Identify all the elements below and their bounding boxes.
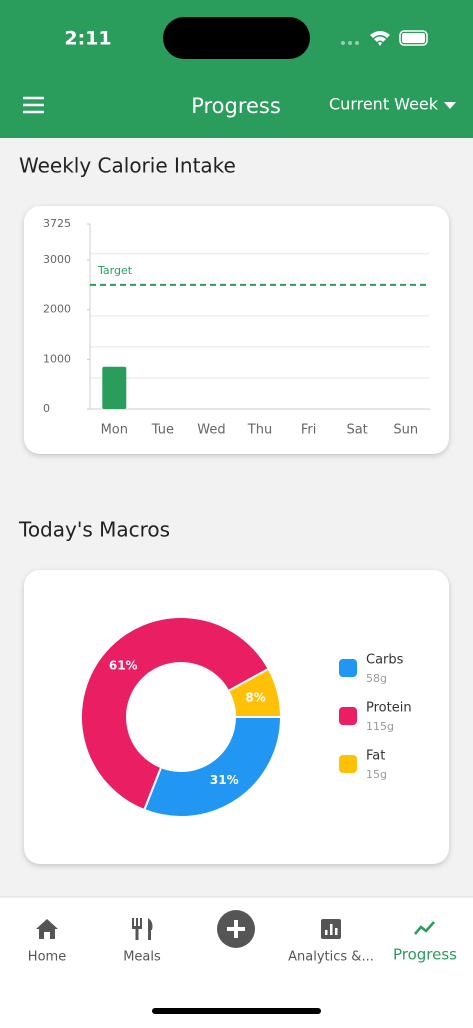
slice-label: 8% (245, 690, 265, 704)
tab-label[interactable]: Meals (123, 950, 161, 965)
legend-swatch (339, 755, 357, 773)
legend-label: Fat (366, 749, 385, 764)
x-tick-label: Wed (197, 423, 225, 438)
dynamic-island (163, 17, 310, 59)
donut-slice (142, 716, 283, 818)
x-tick-label: Sat (346, 423, 367, 438)
legend-label: Protein (366, 701, 412, 716)
x-tick-label: Fri (301, 423, 317, 438)
legend-label: Carbs (366, 653, 404, 668)
clock: 2:11 (64, 28, 111, 50)
y-tick-label: 3725 (43, 217, 71, 230)
y-tick-label: 3000 (43, 253, 71, 266)
analytics-icon[interactable] (321, 919, 341, 939)
home-indicator (152, 1008, 321, 1014)
y-tick-label: 0 (43, 402, 50, 415)
card (24, 206, 449, 454)
section-title: Weekly Calorie Intake (19, 154, 236, 178)
legend-swatch (339, 659, 357, 677)
x-tick-label: Tue (151, 423, 174, 438)
meals-icon[interactable] (132, 918, 153, 940)
y-tick-label: 1000 (43, 352, 71, 365)
slice-label: 61% (109, 659, 138, 673)
slice-label: 31% (210, 773, 239, 787)
legend-amount: 15g (366, 768, 387, 781)
y-tick-label: 2000 (43, 303, 71, 316)
donut-chart: 31% Carbs 58g 61% Protein 115g 8% Fat 15g (80, 616, 412, 818)
period-selector[interactable]: Current Week (329, 95, 439, 114)
legend-swatch (339, 707, 357, 725)
legend-amount: 58g (366, 672, 387, 685)
tab-label[interactable]: Progress (393, 946, 457, 964)
home-icon[interactable] (36, 919, 58, 939)
bar (102, 366, 127, 409)
bar-chart: 0 1000 2000 3000 3725 Target Mon Tue Wed Thu Fri Sa… (43, 217, 430, 438)
x-tick-label: Sun (393, 423, 418, 438)
legend-amount: 115g (366, 720, 394, 733)
status-icons (341, 30, 428, 46)
add-icon[interactable] (227, 920, 245, 938)
tab-labels: Home Meals Analytics &... Progress (28, 946, 457, 965)
progress-icon[interactable] (414, 921, 435, 935)
section-title: Today's Macros (18, 518, 170, 542)
x-tick-label: Mon (101, 423, 128, 438)
donut-slice (226, 667, 283, 718)
menu-button[interactable] (23, 96, 44, 114)
target-label: Target (97, 264, 133, 277)
dropdown-arrow[interactable] (444, 102, 456, 109)
tab-label[interactable]: Analytics &... (288, 950, 374, 965)
tab-label[interactable]: Home (28, 950, 66, 965)
x-tick-label: Thu (247, 423, 272, 438)
donut-slice (80, 616, 270, 812)
header-title: Progress (191, 94, 281, 118)
